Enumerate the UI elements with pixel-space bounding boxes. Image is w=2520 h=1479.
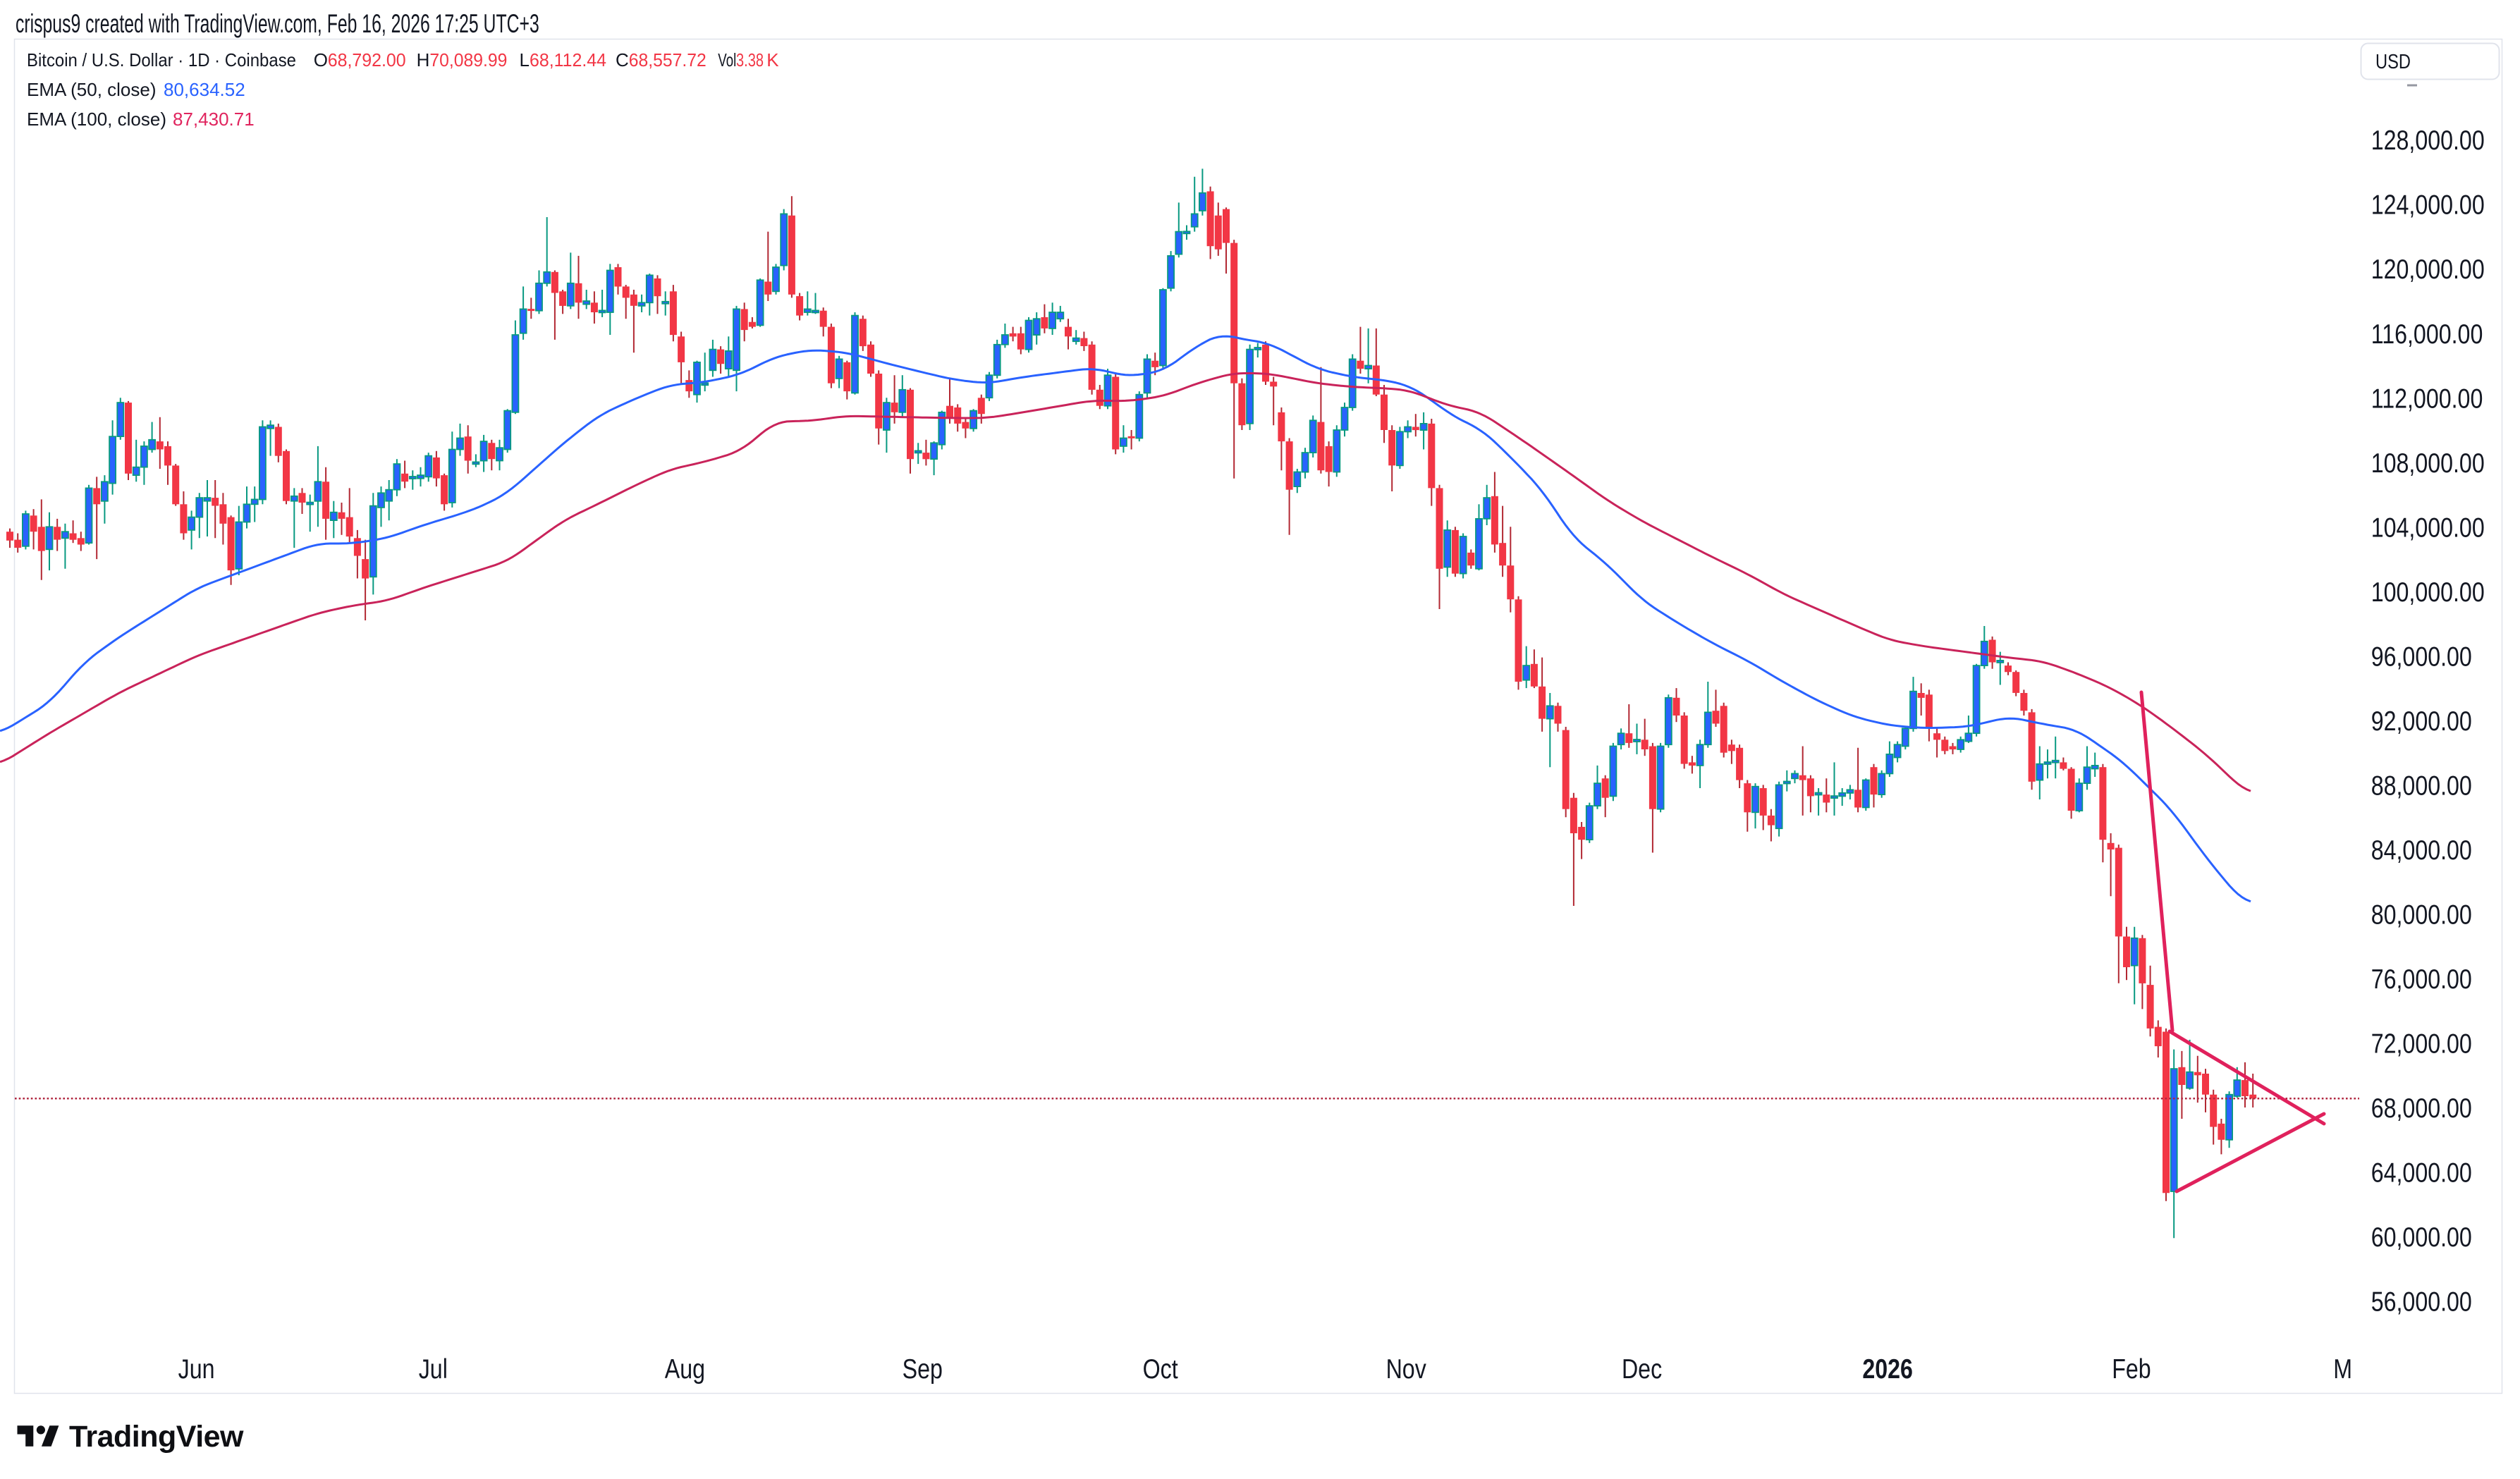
svg-text:Jul: Jul <box>419 1354 448 1385</box>
svg-text:Aug: Aug <box>665 1354 705 1385</box>
svg-text:68,000.00: 68,000.00 <box>2371 1093 2472 1124</box>
svg-text:crispus9 created with TradingV: crispus9 created with TradingView.com, F… <box>16 8 539 38</box>
svg-text:2026: 2026 <box>1862 1354 1913 1385</box>
svg-text:100,000.00: 100,000.00 <box>2371 577 2485 608</box>
svg-text:EMA (100, close): EMA (100, close) <box>27 109 166 130</box>
svg-text:108,000.00: 108,000.00 <box>2371 448 2485 479</box>
svg-text:88,000.00: 88,000.00 <box>2371 770 2472 801</box>
svg-text:Bitcoin / U.S. Dollar · 1D · C: Bitcoin / U.S. Dollar · 1D · Coinbase <box>27 49 296 70</box>
svg-text:56,000.00: 56,000.00 <box>2371 1287 2472 1318</box>
svg-text:124,000.00: 124,000.00 <box>2371 190 2485 221</box>
svg-text:EMA (50, close): EMA (50, close) <box>27 79 157 100</box>
svg-text:60,000.00: 60,000.00 <box>2371 1222 2472 1253</box>
svg-text:L: L <box>520 49 530 70</box>
svg-text:M: M <box>2333 1354 2352 1385</box>
svg-text:H: H <box>417 49 430 70</box>
svg-text:TradingView: TradingView <box>69 1420 244 1454</box>
svg-text:Feb: Feb <box>2112 1354 2151 1385</box>
svg-text:USD: USD <box>2375 51 2411 73</box>
svg-text:96,000.00: 96,000.00 <box>2371 641 2472 672</box>
svg-text:68,112.44: 68,112.44 <box>530 49 606 70</box>
svg-text:112,000.00: 112,000.00 <box>2371 383 2483 414</box>
svg-text:3.38: 3.38 <box>736 49 764 70</box>
svg-text:Nov: Nov <box>1386 1354 1426 1385</box>
svg-text:70,089.99: 70,089.99 <box>429 49 507 70</box>
svg-text:Jun: Jun <box>178 1354 215 1385</box>
svg-text:120,000.00: 120,000.00 <box>2371 254 2485 285</box>
svg-text:84,000.00: 84,000.00 <box>2371 835 2472 866</box>
svg-text:116,000.00: 116,000.00 <box>2371 319 2483 350</box>
svg-text:C: C <box>616 49 629 70</box>
svg-text:128,000.00: 128,000.00 <box>2371 125 2485 156</box>
svg-text:K: K <box>766 49 779 70</box>
svg-text:92,000.00: 92,000.00 <box>2371 706 2472 737</box>
svg-text:80,634.52: 80,634.52 <box>164 79 245 100</box>
svg-text:Dec: Dec <box>1622 1354 1662 1385</box>
svg-text:64,000.00: 64,000.00 <box>2371 1158 2472 1189</box>
svg-text:68,557.72: 68,557.72 <box>629 49 707 70</box>
svg-text:104,000.00: 104,000.00 <box>2371 512 2485 543</box>
svg-text:72,000.00: 72,000.00 <box>2371 1029 2472 1060</box>
svg-text:87,430.71: 87,430.71 <box>173 109 255 130</box>
svg-text:80,000.00: 80,000.00 <box>2371 899 2472 930</box>
svg-text:68,792.00: 68,792.00 <box>328 49 406 70</box>
svg-text:Vol: Vol <box>718 49 736 70</box>
svg-text:Sep: Sep <box>903 1354 943 1385</box>
svg-text:76,000.00: 76,000.00 <box>2371 964 2472 995</box>
svg-text:O: O <box>314 49 328 70</box>
svg-text:Oct: Oct <box>1143 1354 1178 1385</box>
